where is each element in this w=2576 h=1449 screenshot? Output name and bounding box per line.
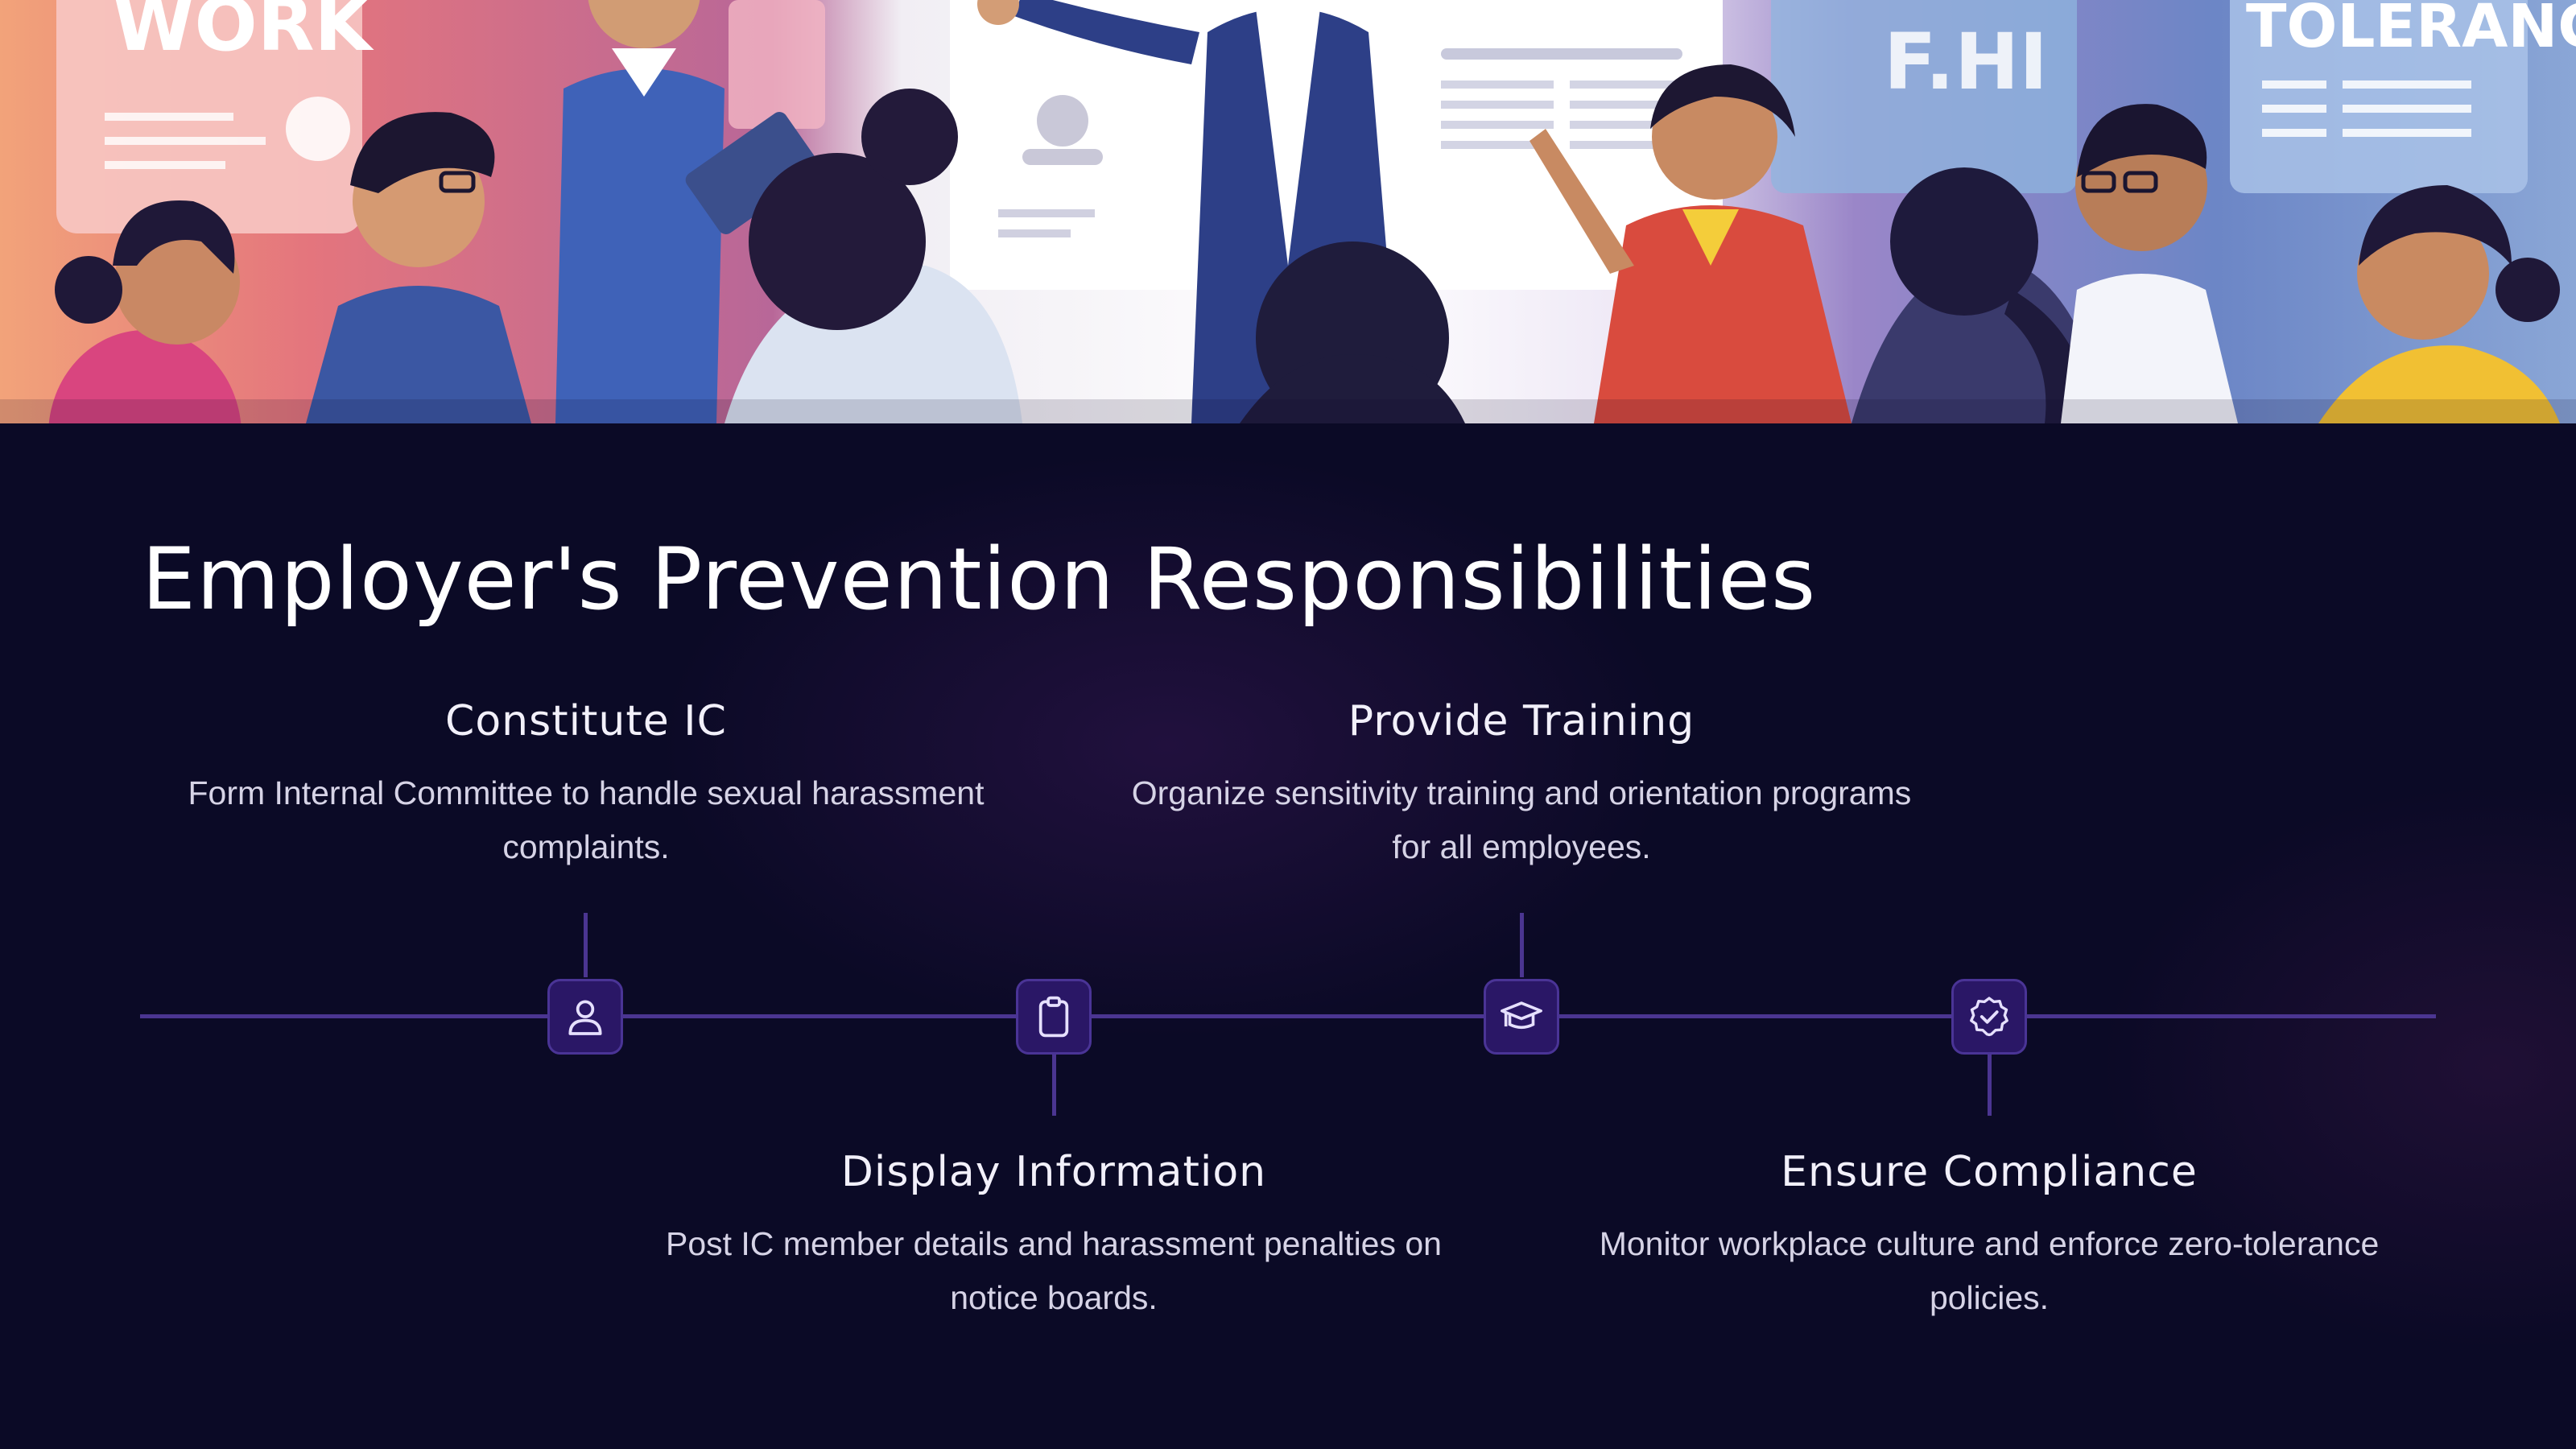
clipboard-icon [1038, 996, 1069, 1038]
timeline-step-display-information: Display Information Post IC member detai… [651, 1148, 1456, 1325]
step-description: Organize sensitivity training and orient… [1131, 774, 1912, 865]
page-title: Employer's Prevention Responsibilities [142, 530, 1817, 629]
badge-check-icon [1970, 997, 2008, 1037]
timeline-node-ensure-compliance [1951, 979, 2027, 1055]
connector-display-information [1052, 1051, 1056, 1116]
step-heading: Ensure Compliance [1781, 1148, 2198, 1196]
step-description: Monitor workplace culture and enforce ze… [1599, 1225, 2380, 1316]
right-center-board [1771, 0, 2077, 193]
person-woman-ponytail [1852, 167, 2109, 423]
connector-ensure-compliance [1988, 1051, 1992, 1116]
person-standing-vest [555, 0, 820, 423]
office-training-scene: WORK F.HI TOLERANCE [0, 0, 2576, 423]
person-woman-pointing [1530, 64, 1852, 423]
timeline-node-constitute-ic [547, 979, 623, 1055]
connector-provide-training [1520, 913, 1524, 977]
timeline-node-display-information [1016, 979, 1092, 1055]
person-man-glasses [306, 112, 531, 423]
timeline-step-provide-training: Provide Training Organize sensitivity tr… [1119, 697, 1924, 874]
graduation-cap-icon [1501, 1001, 1542, 1030]
center-right-board-text: F.HI [1884, 17, 2048, 107]
connector-constitute-ic [584, 913, 588, 977]
timeline-step-ensure-compliance: Ensure Compliance Monitor workplace cult… [1587, 1148, 2392, 1325]
hero-illustration: WORK F.HI TOLERANCE [0, 0, 2576, 423]
slide-content: Employer's Prevention Responsibilities C… [0, 423, 2576, 1449]
step-heading: Constitute IC [445, 697, 727, 745]
person-man-glasses-right [2061, 104, 2238, 423]
right-wall-board [2230, 0, 2528, 193]
left-board-text: WORK [113, 0, 375, 68]
right-board-text: TOLERANCE [2246, 0, 2576, 61]
person-woman-back [724, 89, 1022, 423]
timeline-step-constitute-ic: Constitute IC Form Internal Committee to… [184, 697, 989, 874]
person-left-woman [48, 200, 242, 423]
user-icon [568, 1000, 602, 1035]
step-heading: Display Information [840, 1148, 1267, 1196]
step-description: Form Internal Committee to handle sexual… [188, 774, 985, 865]
person-seated-back [1240, 242, 1465, 423]
step-description: Post IC member details and harassment pe… [665, 1225, 1442, 1316]
timeline-line [140, 1014, 2436, 1018]
person-woman-right [2318, 185, 2560, 423]
timeline-node-provide-training [1484, 979, 1559, 1055]
step-heading: Provide Training [1348, 697, 1695, 745]
